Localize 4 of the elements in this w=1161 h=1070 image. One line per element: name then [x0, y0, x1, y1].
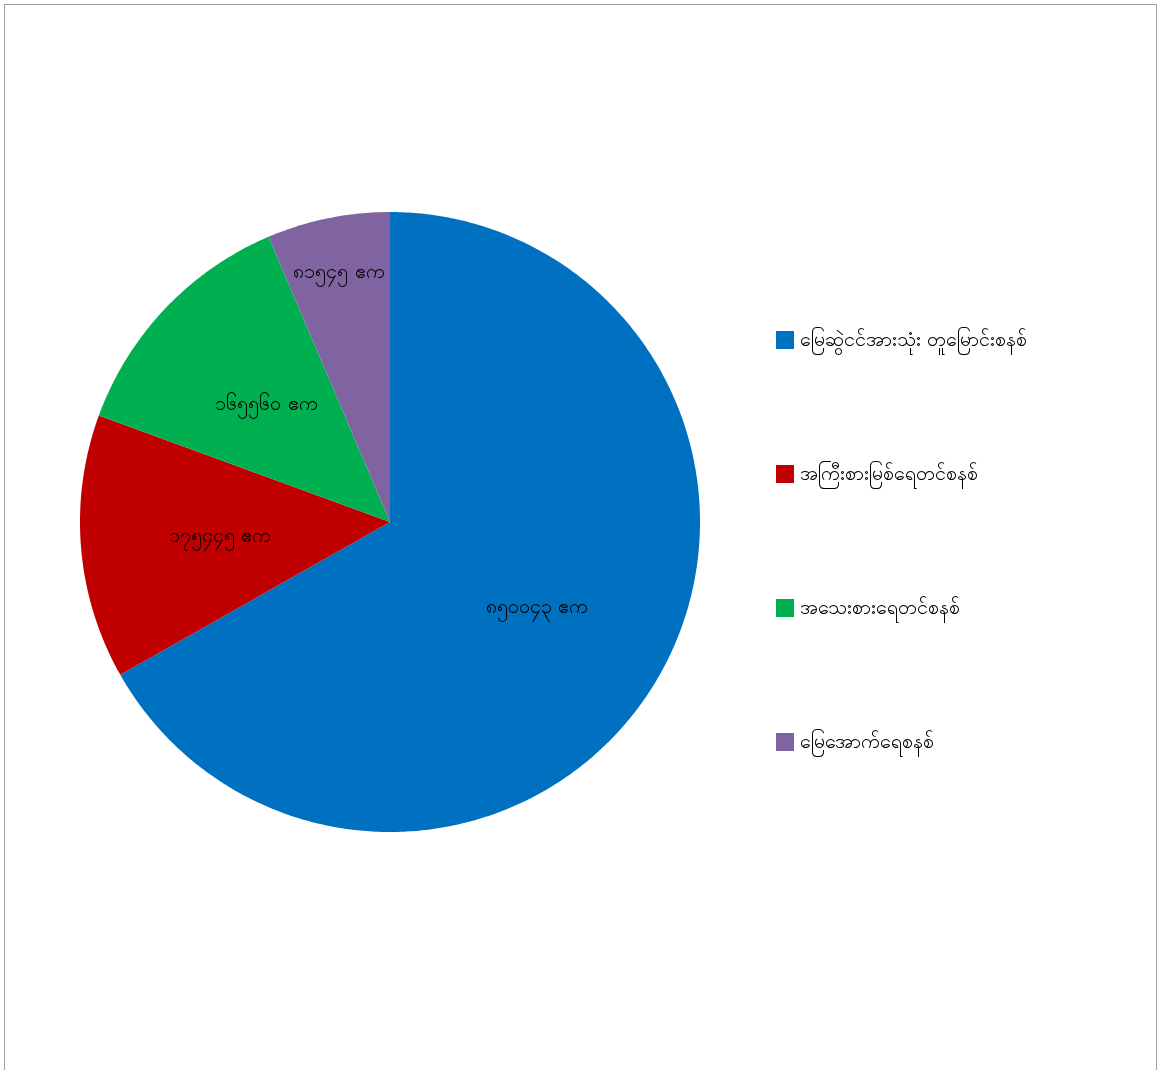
legend-label: မြေအောက်ရေစနစ် — [800, 728, 934, 757]
legend-label: အသေးစားရေတင်စနစ် — [800, 594, 960, 623]
legend-label: အကြီးစားမြစ်ရေတင်စနစ် — [800, 460, 978, 489]
legend-label: မြေဆွဲငင်အားသုံး တူမြောင်းစနစ် — [800, 326, 1028, 355]
